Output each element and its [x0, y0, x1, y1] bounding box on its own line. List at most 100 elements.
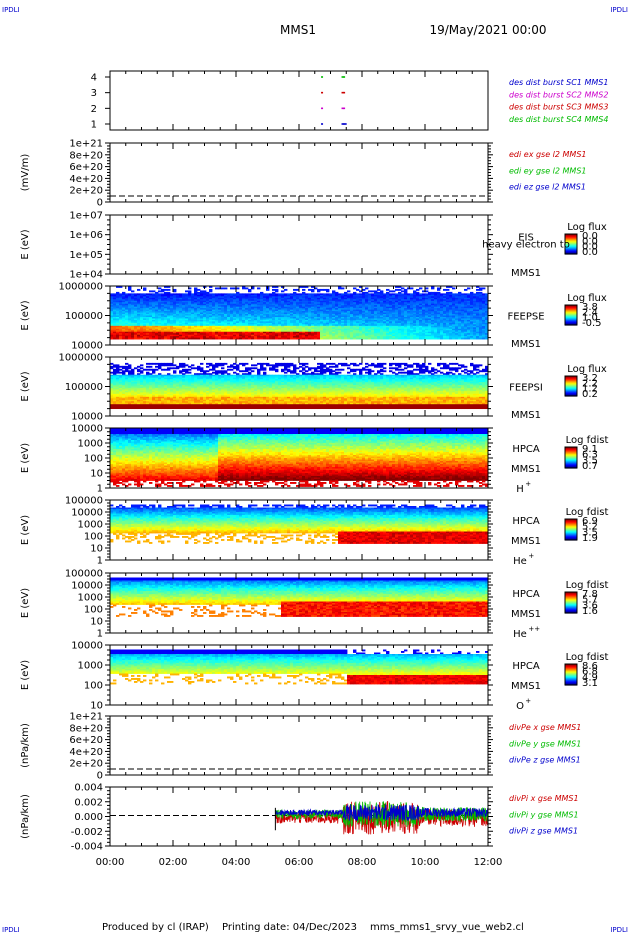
panel-feepse-spectro-cell: [254, 312, 258, 315]
panel-feepse-spectro-cell: [425, 325, 429, 328]
panel-feepse-spectro-cell: [266, 328, 270, 331]
panel-feepse-spectro-cell: [455, 314, 459, 316]
panel-feepse-spectro-cell: [422, 337, 426, 340]
panel-feepse-spectro-cell: [203, 299, 207, 302]
panel-feepse-spectro-cell: [170, 333, 174, 336]
panel-feepse-spectro-cell: [320, 297, 324, 300]
panel-feepse-spectro-cell: [335, 337, 339, 340]
panel-feepse-spectro-cell: [347, 305, 351, 308]
panel-feepse-spectro-cell: [362, 321, 366, 324]
panel-feepse-spectro-cell: [281, 302, 285, 305]
panel-feepse-spectro-cell: [353, 337, 357, 340]
panel-feepse-spectro-cell: [299, 303, 303, 306]
panel-feepse-spectro-cell: [302, 327, 306, 330]
panel-feepse-spectro-cell: [128, 299, 132, 302]
panel-feepse-spectro-cell: [185, 328, 189, 331]
panel-feepse-spectro-cell: [323, 330, 327, 333]
panel-feepse-spectro-cell: [338, 305, 342, 308]
panel-feepse-spectro-cell: [230, 306, 234, 309]
panel-feepse-spectro-cell: [173, 309, 177, 312]
panel-feepse-spectro-cell: [383, 309, 387, 312]
panel-feepse-spectro-cell: [461, 337, 465, 340]
panel-feepse-spectro-cell: [218, 314, 222, 316]
panel-feepse-spectro-cell: [455, 294, 459, 297]
panel-feepse-spectro-cell: [347, 299, 351, 302]
panel-feepse-spectro-cell: [446, 336, 450, 339]
panel-feepse-spectro-cell: [407, 314, 411, 316]
panel-feepse-spectro-cell: [455, 315, 459, 318]
panel-feepse-spectro-cell: [407, 297, 411, 300]
panel-feepse-spectro-cell: [293, 315, 297, 318]
panel-feepse-spectro-cell: [218, 319, 222, 322]
panel-feepse-spectro-cell: [350, 325, 354, 328]
panel-feepse-spectro-cell: [218, 331, 222, 334]
panel-feepse-spectro-cell: [227, 331, 231, 334]
panel-feepse-spectro-cell: [356, 302, 360, 305]
panel-feepse-spectro-cell: [284, 325, 288, 328]
panel-feepse-spectro-cell: [179, 322, 183, 325]
panel-feepse-spectro-cell: [395, 312, 399, 315]
panel-feepse-spectro-cell: [380, 305, 384, 308]
panel-feepse-spectro-cell: [317, 294, 321, 297]
panel-feepse-spectro-cell: [245, 325, 249, 328]
panel-feepse-spectro-cell: [332, 334, 336, 337]
panel-feepse-spectro-cell: [293, 331, 297, 334]
panel-feepse-spectro-cell: [335, 314, 339, 316]
panel-feepse-spectro-cell: [245, 303, 249, 306]
panel-feepse-spectro-cell: [122, 302, 126, 305]
panel-feepse-spectro-cell: [113, 294, 117, 297]
panel-feepse-spectro-cell: [332, 303, 336, 306]
panel-feepse-spectro-cell: [131, 330, 135, 333]
panel-feepse-spectro-cell: [119, 311, 123, 313]
panel-feepse-spectro-cell: [368, 319, 372, 322]
panel-feepse-spectro-cell: [251, 311, 255, 313]
panel-feepse-spectro-cell: [188, 334, 192, 337]
panel-feepse-spectro-cell: [365, 318, 369, 321]
panel-feepse-spectro-cell: [338, 322, 342, 325]
panel-feepse-spectro-cell: [197, 333, 201, 336]
panel-feepse-spectro-cell: [395, 325, 399, 328]
panel-feepsi-spectro-cell: [158, 407, 162, 410]
panel-feepse-spectro-cell: [242, 309, 246, 312]
panel-feepse-spectro-cell: [215, 312, 219, 315]
panel-feepsi-spectro-cell: [152, 407, 156, 410]
panel-feepse-spectro-cell: [125, 333, 129, 336]
panel-feepse-spectro-cell: [152, 315, 156, 318]
panel-feepse-spectro-cell: [308, 293, 312, 296]
panel-feepse-spectro-cell: [311, 334, 315, 337]
panel-feepse-spectro-cell: [275, 294, 279, 297]
panel-feepse-spectro-cell: [284, 331, 288, 334]
panel-feepse-spectro-cell: [158, 337, 162, 340]
panel-feepse-spectro-cell: [239, 297, 243, 300]
panel-feepse-spectro-cell: [236, 336, 240, 339]
panel-feepse-spectro-cell: [158, 314, 162, 316]
panel-feepse-spectro-cell: [227, 321, 231, 324]
panel-feepse-spectro-cell: [356, 324, 360, 327]
panel-feepse-spectro-cell: [116, 302, 120, 305]
panel-feepse-spectro-cell: [317, 306, 321, 309]
panel-feepse-spectro-cell: [128, 315, 132, 318]
panel-feepse-spectro-cell: [218, 327, 222, 330]
panel-feepse-spectro-cell: [404, 288, 408, 291]
panel-feepse-spectro-cell: [371, 318, 375, 321]
panel-feepse-spectro-cell: [254, 311, 258, 313]
panel-feepse-spectro-cell: [317, 337, 321, 340]
panel-feepse-spectro-cell: [428, 293, 432, 296]
panel-feepse-spectro-cell: [176, 311, 180, 313]
panel-feepse-spectro-cell: [140, 331, 144, 334]
panel-feepse-spectro-cell: [365, 303, 369, 306]
panel-feepsi-spectro-cell: [113, 407, 117, 410]
panel-feepse-spectro-cell: [218, 333, 222, 336]
panel-feepse-spectro-cell: [173, 296, 177, 299]
panel-feepse-spectro-cell: [308, 314, 312, 316]
panel-feepse-spectro-cell: [374, 334, 378, 337]
panel-feepse-spectro-cell: [260, 314, 264, 316]
panel-feepse-spectro-cell: [383, 327, 387, 330]
panel-feepse-spectro-cell: [350, 330, 354, 333]
panel-feepse-spectro-cell: [308, 325, 312, 328]
panel-feepse-spectro-cell: [167, 309, 171, 312]
panel-feepsi-spectro-cell: [143, 368, 147, 371]
panel-feepse-spectro-cell: [353, 334, 357, 337]
panel-feepse-spectro-cell: [173, 322, 177, 325]
corner-label-bottom-left: IPDLI: [2, 926, 20, 934]
